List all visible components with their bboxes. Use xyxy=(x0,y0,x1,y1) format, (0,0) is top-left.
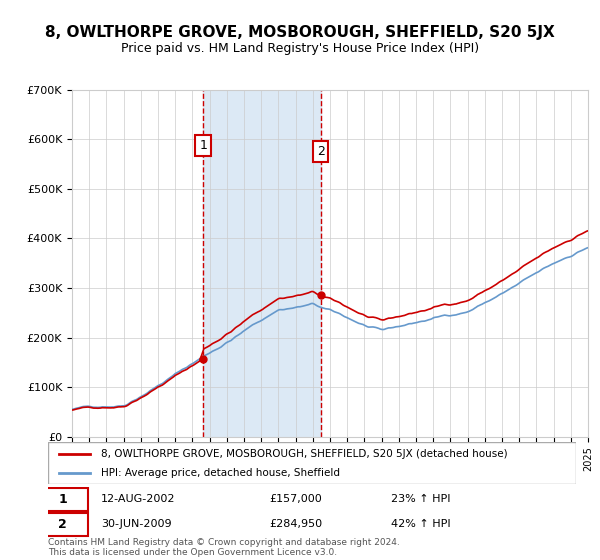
Text: £284,950: £284,950 xyxy=(270,520,323,530)
Bar xyxy=(203,90,320,437)
Text: 1: 1 xyxy=(199,139,207,152)
Text: 8, OWLTHORPE GROVE, MOSBOROUGH, SHEFFIELD, S20 5JX: 8, OWLTHORPE GROVE, MOSBOROUGH, SHEFFIEL… xyxy=(45,25,555,40)
Text: 42% ↑ HPI: 42% ↑ HPI xyxy=(391,520,451,530)
Text: 30-JUN-2009: 30-JUN-2009 xyxy=(101,520,172,530)
Text: 2: 2 xyxy=(317,145,325,158)
FancyBboxPatch shape xyxy=(37,513,88,536)
Text: HPI: Average price, detached house, Sheffield: HPI: Average price, detached house, Shef… xyxy=(101,468,340,478)
Text: 23% ↑ HPI: 23% ↑ HPI xyxy=(391,494,451,505)
Text: £157,000: £157,000 xyxy=(270,494,323,505)
FancyBboxPatch shape xyxy=(37,488,88,511)
Text: Price paid vs. HM Land Registry's House Price Index (HPI): Price paid vs. HM Land Registry's House … xyxy=(121,42,479,55)
Text: 1: 1 xyxy=(58,493,67,506)
FancyBboxPatch shape xyxy=(48,442,576,484)
Text: 2: 2 xyxy=(58,518,67,531)
Text: 12-AUG-2002: 12-AUG-2002 xyxy=(101,494,175,505)
Text: 8, OWLTHORPE GROVE, MOSBOROUGH, SHEFFIELD, S20 5JX (detached house): 8, OWLTHORPE GROVE, MOSBOROUGH, SHEFFIEL… xyxy=(101,449,508,459)
Text: Contains HM Land Registry data © Crown copyright and database right 2024.
This d: Contains HM Land Registry data © Crown c… xyxy=(48,538,400,557)
